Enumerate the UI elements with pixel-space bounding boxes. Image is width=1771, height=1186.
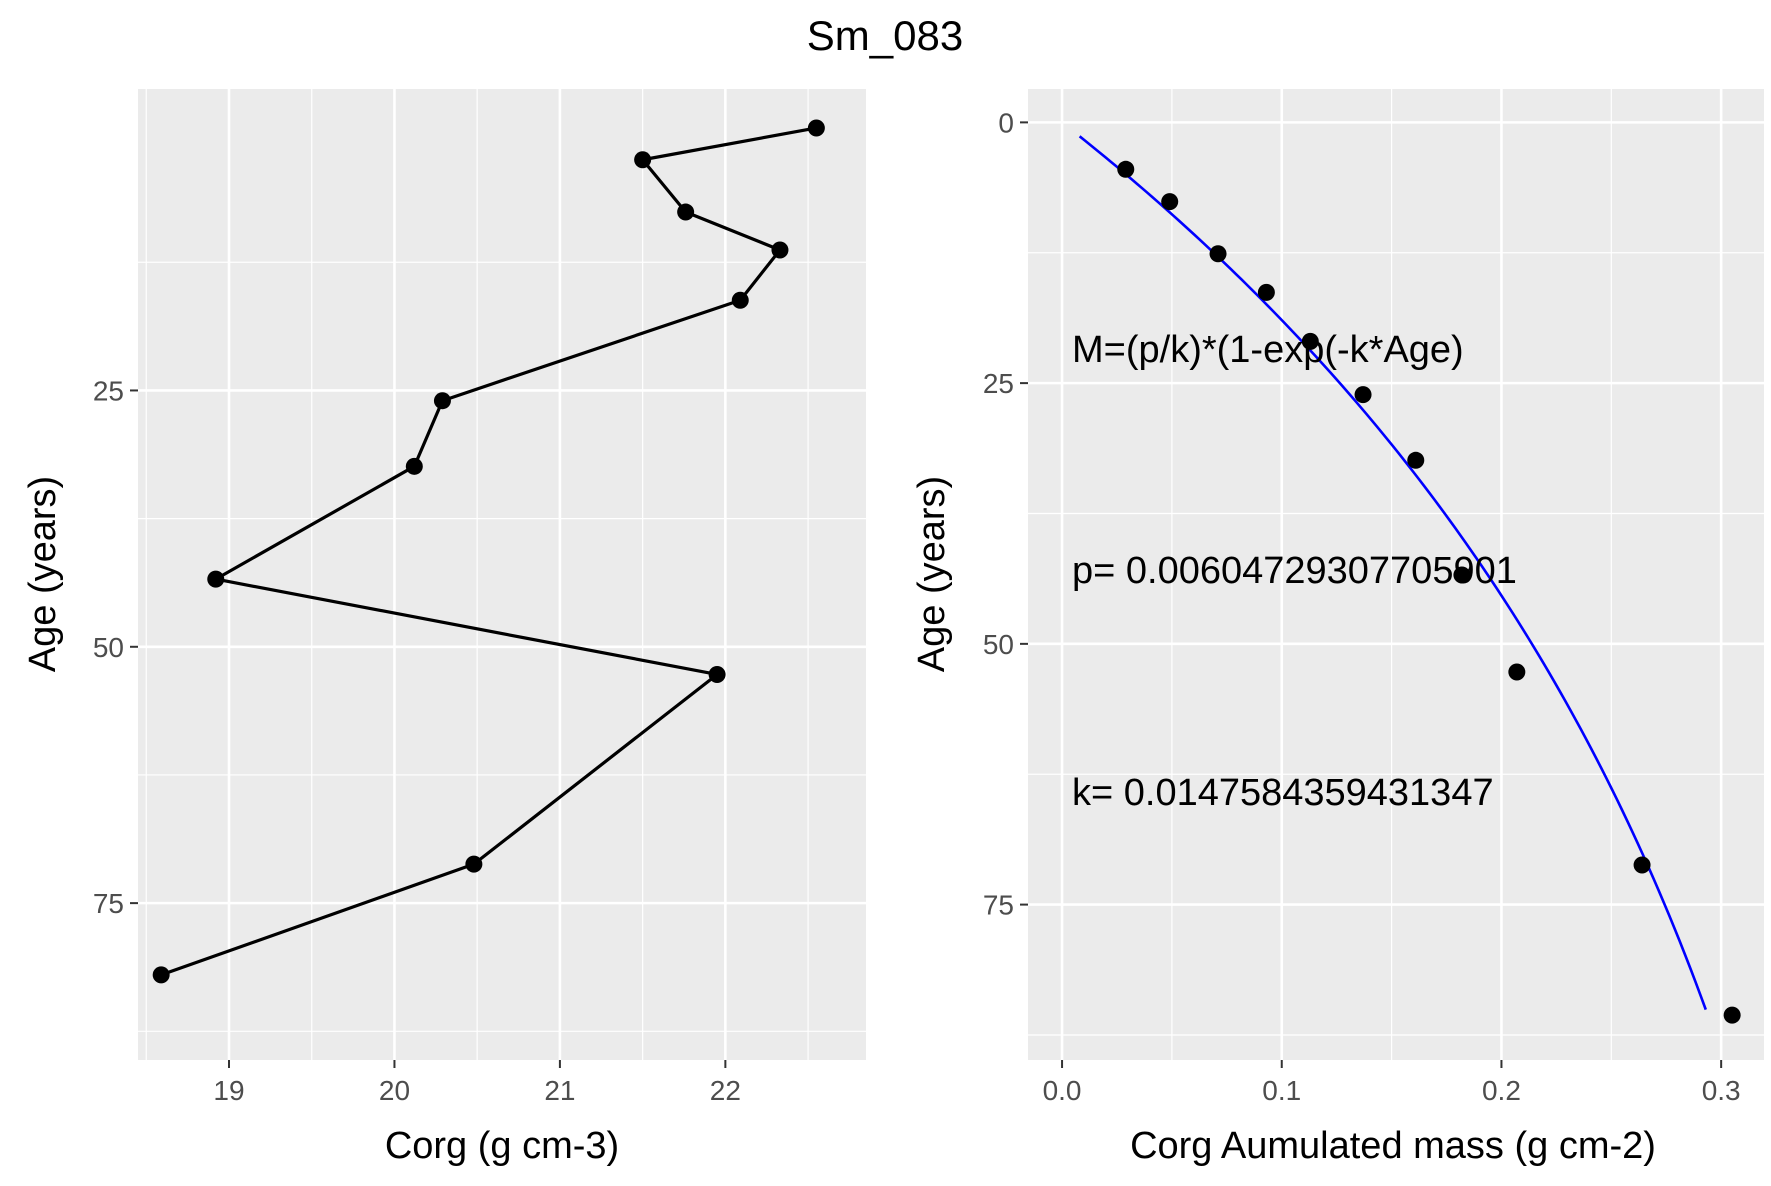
- fit-p-label: p= 0.00604729307705901: [1072, 550, 1517, 592]
- left-x-axis-title: Corg (g cm-3): [385, 1125, 619, 1167]
- left-x-tick-label: 19: [213, 1075, 244, 1106]
- left-x-tick-label: 20: [379, 1075, 410, 1106]
- right-data-point: [1453, 566, 1471, 584]
- left-y-axis-title: Age (years): [22, 476, 64, 672]
- right-plot-background: [1028, 89, 1764, 1060]
- right-y-tick-label: 0: [998, 107, 1014, 138]
- right-y-tick-label: 75: [983, 890, 1014, 921]
- fit-k-label: k= 0.0147584359431347: [1072, 772, 1494, 814]
- left-plot-background: [138, 89, 866, 1060]
- right-data-point: [1723, 1006, 1741, 1024]
- left-data-point: [807, 119, 825, 137]
- right-data-point: [1257, 283, 1275, 301]
- right-y-tick-label: 25: [983, 368, 1014, 399]
- left-data-point: [731, 291, 749, 309]
- left-data-point: [152, 966, 170, 984]
- left-y-tick-label: 50: [93, 632, 124, 663]
- left-y-tick-label: 75: [93, 888, 124, 919]
- right-x-tick-label: 0.3: [1702, 1075, 1741, 1106]
- left-data-point: [677, 203, 695, 221]
- right-ticks: 0.0 0.1 0.2 0.3 0 25 50 75: [983, 107, 1741, 1106]
- right-marks: [1078, 135, 1741, 1024]
- fit-curve: [1078, 135, 1707, 1011]
- right-data-point: [1161, 193, 1179, 211]
- left-x-tick-label: 21: [544, 1075, 575, 1106]
- left-marks: [152, 119, 825, 984]
- left-x-tick-label: 22: [710, 1075, 741, 1106]
- left-panel: 19 20 21 22 25 50 75 Corg (g cm-3) Age (years): [22, 89, 866, 1167]
- right-data-point: [1508, 663, 1526, 681]
- left-data-point: [771, 241, 789, 259]
- left-data-point: [634, 151, 652, 169]
- figure-title: Sm_083: [807, 12, 963, 59]
- right-panel: 0.0 0.1 0.2 0.3 0 25 50 75 Corg Aumulated mass …: [911, 89, 1764, 1167]
- right-data-point: [1301, 332, 1319, 350]
- right-data-point: [1633, 856, 1651, 874]
- right-data-point: [1117, 160, 1135, 178]
- left-data-point: [405, 457, 423, 475]
- right-x-tick-label: 0.2: [1482, 1075, 1521, 1106]
- right-data-point: [1209, 245, 1227, 263]
- right-y-axis-title: Age (years): [911, 476, 953, 672]
- left-y-tick-label: 25: [93, 375, 124, 406]
- right-y-tick-label: 50: [983, 629, 1014, 660]
- right-data-point: [1407, 451, 1425, 469]
- fit-equation-label: M=(p/k)*(1-exp(-k*Age): [1072, 329, 1464, 371]
- right-x-axis-title: Corg Aumulated mass (g cm-2): [1130, 1125, 1656, 1167]
- left-data-point: [465, 855, 483, 873]
- right-data-point: [1354, 386, 1372, 404]
- left-grid: [138, 89, 866, 1060]
- left-data-point: [708, 665, 726, 683]
- right-x-tick-label: 0.1: [1262, 1075, 1301, 1106]
- right-x-tick-label: 0.0: [1043, 1075, 1082, 1106]
- right-grid: [1028, 89, 1764, 1060]
- left-ticks: 19 20 21 22 25 50 75: [93, 375, 741, 1106]
- left-data-point: [433, 392, 451, 410]
- left-data-point: [207, 570, 225, 588]
